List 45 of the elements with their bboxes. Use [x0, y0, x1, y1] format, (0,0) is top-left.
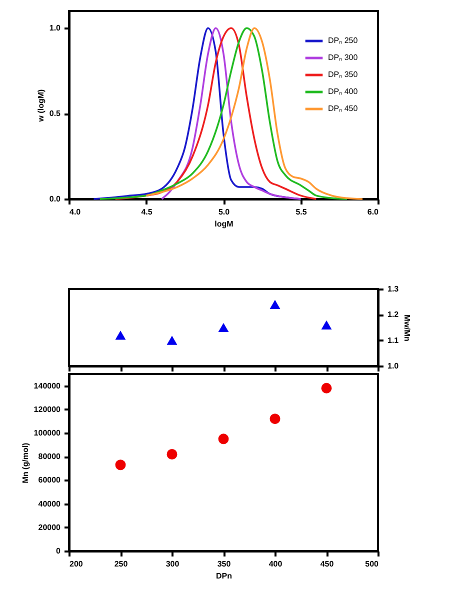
- x-tick-label: 450: [320, 560, 334, 568]
- point: [115, 330, 126, 340]
- line-series: [114, 27, 318, 200]
- y-tick-label: 80000: [38, 452, 62, 462]
- legend-label: DPₙ 450: [328, 104, 358, 113]
- y-tick-label: 1.1: [388, 336, 400, 345]
- x-tick-label: 4.5: [141, 208, 153, 216]
- x-tick-label: 6.0: [367, 208, 380, 216]
- legend-label: DPₙ 350: [328, 70, 358, 79]
- y-tick-label: 40000: [38, 499, 62, 508]
- x-tick-label: 200: [70, 560, 84, 568]
- y-axis-title: Mw/Mn: [402, 314, 412, 342]
- y-tick-label: 100000: [34, 428, 62, 438]
- point: [218, 322, 229, 332]
- x-axis-title: logM: [214, 220, 234, 228]
- x-tick-label: 5.0: [218, 208, 230, 216]
- line-series: [160, 27, 302, 200]
- x-tick-label: 250: [114, 560, 128, 568]
- x-tick-label: 5.5: [296, 208, 308, 216]
- legend-label: DPₙ 300: [328, 53, 358, 62]
- y-tick-label: 0.5: [49, 109, 62, 118]
- y-axis-title: Mn (g/mol): [20, 442, 30, 484]
- line-series: [145, 27, 364, 200]
- point: [166, 336, 178, 345]
- y-tick-label: 1.2: [388, 310, 400, 320]
- y-axis-title: w (logM): [36, 88, 46, 123]
- point: [270, 300, 280, 309]
- y-tick-label: 1.3: [388, 284, 400, 294]
- legend-label: DPₙ 250: [328, 36, 358, 45]
- x-tick-label: 500: [365, 560, 380, 568]
- y-tick-label: 140000: [34, 381, 62, 390]
- x-tick-label: 4.0: [70, 208, 82, 216]
- y-tick-label: 0.0: [49, 194, 62, 204]
- x-tick-label: 350: [217, 560, 232, 568]
- y-tick-label: 1.0: [49, 24, 62, 33]
- y-tick-label: 20000: [38, 522, 62, 532]
- x-tick-label: 400: [268, 560, 283, 568]
- y-tick-label: 120000: [34, 404, 62, 414]
- y-tick-label: 1.0: [388, 362, 400, 370]
- y-tick-label: 0: [56, 546, 62, 556]
- x-axis-title: DPn: [216, 572, 232, 580]
- point: [321, 320, 332, 330]
- y-tick-label: 60000: [38, 476, 62, 485]
- x-tick-label: 300: [166, 560, 180, 568]
- legend-label: DPₙ 400: [328, 87, 358, 96]
